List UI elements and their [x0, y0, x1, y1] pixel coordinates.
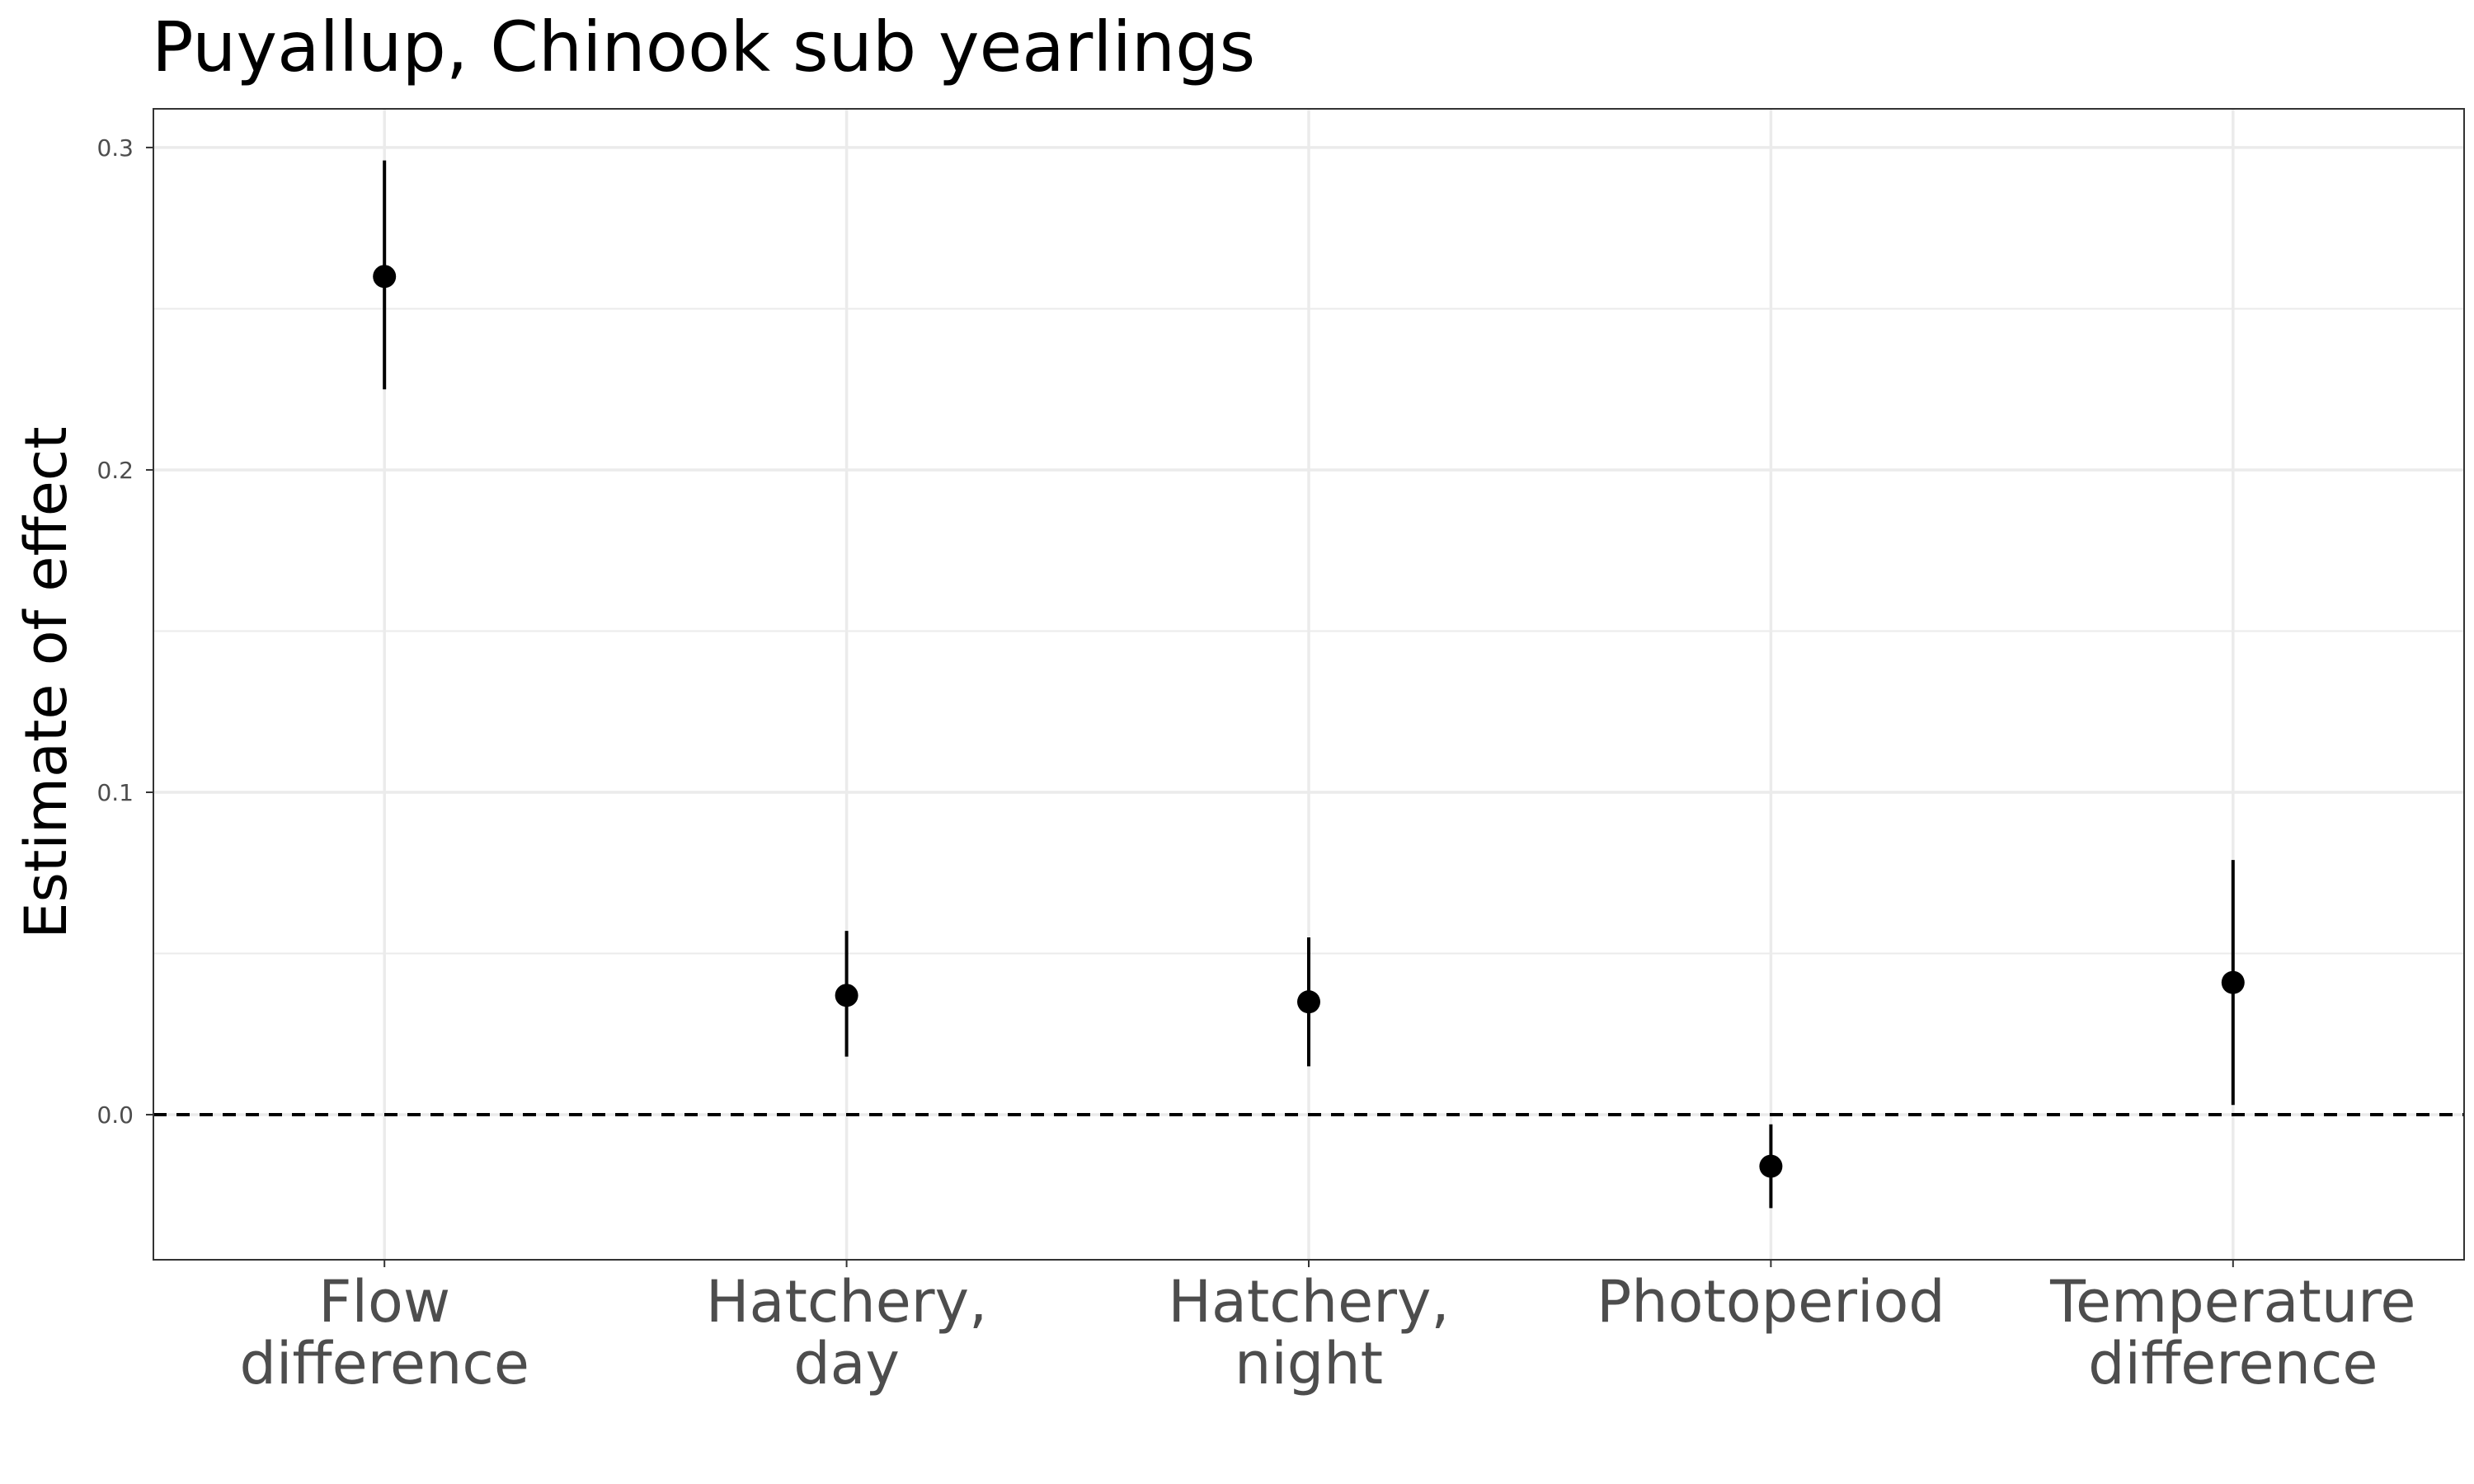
- estimate-point: [1759, 1154, 1783, 1178]
- x-tick-label: Hatchery, day: [706, 1268, 987, 1397]
- estimate-point: [2221, 970, 2245, 994]
- x-tick-label: Temperature difference: [2049, 1268, 2415, 1397]
- y-tick-label: 0.3: [96, 134, 134, 162]
- grid-layer: [153, 109, 2464, 1260]
- x-tick-label: Photoperiod: [1597, 1268, 1945, 1336]
- y-axis-label: Estimate of effect: [12, 426, 80, 938]
- x-tick-label: Hatchery, night: [1168, 1268, 1449, 1397]
- y-axis-ticks: 0.0 0.1 0.2 0.3: [96, 134, 153, 1129]
- x-axis-ticks: Flow difference Hatchery, day Hatchery, night…: [239, 1260, 2416, 1397]
- point-layer: [373, 265, 2245, 1178]
- estimate-point: [835, 984, 858, 1007]
- y-tick-label: 0.0: [96, 1101, 134, 1129]
- y-tick-label: 0.1: [96, 779, 134, 806]
- estimate-point: [1297, 990, 1320, 1014]
- y-tick-label: 0.2: [96, 457, 134, 484]
- estimate-point: [373, 265, 397, 289]
- chart-title: Puyallup, Chinook sub yearlings: [152, 7, 1255, 87]
- x-tick-label: Flow difference: [239, 1268, 529, 1397]
